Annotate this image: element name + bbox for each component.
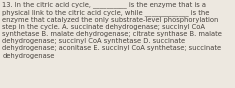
Text: 13. In the citric acid cycle, __________ is the enzyme that is a
physical link t: 13. In the citric acid cycle, __________… <box>2 1 222 59</box>
